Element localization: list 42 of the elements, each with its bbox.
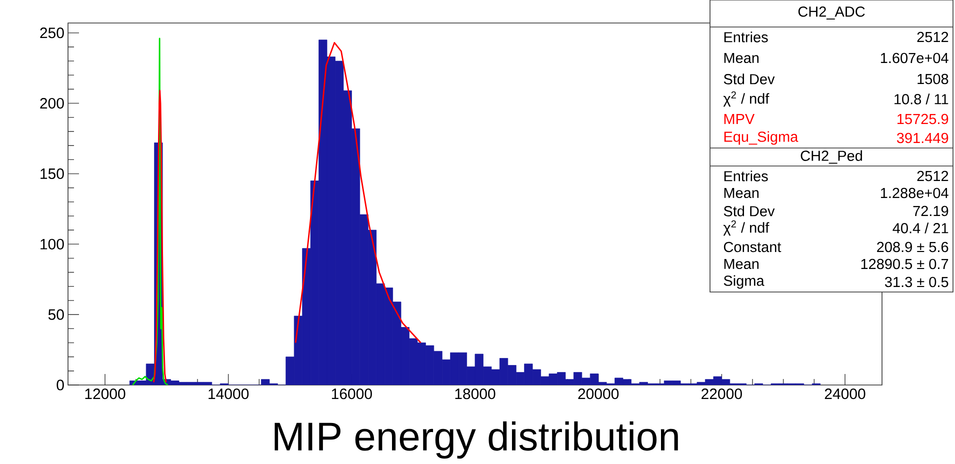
y-tick-label: 200 <box>40 98 64 109</box>
x-tick-label: 24000 <box>824 388 866 400</box>
x-tick-label: 14000 <box>208 388 249 400</box>
annotation: 208.9 ± 5.6 <box>877 242 948 252</box>
annotation: 12890.5 ± 0.7 <box>861 258 948 270</box>
text: CH2_ADC <box>798 6 865 20</box>
annotation: Entries <box>724 170 768 182</box>
text: MIP energy distribution <box>274 421 678 459</box>
text: 2512 <box>917 32 948 42</box>
text: 10.8 / 11 <box>894 94 948 104</box>
annotation: Mean <box>724 52 759 64</box>
annotation: Std Dev <box>724 206 775 216</box>
text: 391.449 <box>896 132 948 144</box>
annotation: χ$^{2}$ / ndf <box>723 220 770 236</box>
x-tick-label: 22000 <box>702 388 742 400</box>
y-tick-label: 150 <box>40 168 64 180</box>
y-tick-label: 100 <box>40 238 64 250</box>
annotation: Std Dev <box>724 74 775 84</box>
annotation: Equ_Sigma <box>724 131 798 145</box>
annotation: MPV <box>724 114 755 124</box>
annotation: Mean <box>724 188 759 198</box>
text: 2512 <box>917 170 948 182</box>
annotation: 1.288e+04 <box>880 188 948 198</box>
y-tick-label: 250 <box>40 28 64 38</box>
text: 72.19 <box>913 206 948 216</box>
text: 40.4 / 21 <box>892 222 948 234</box>
x-tick-label: 18000 <box>455 388 496 400</box>
annotation: χ$^{2}$ / ndf <box>723 91 770 107</box>
annotation: 1.607e+04 <box>880 52 948 64</box>
x-tick-label: 20000 <box>578 388 619 400</box>
annotation: Sigma <box>724 275 764 289</box>
text: 15725.9 <box>897 114 948 124</box>
annotation: Mean <box>724 258 759 270</box>
x-tick-label: 12000 <box>85 388 126 400</box>
text: 1508 <box>918 74 948 84</box>
text: 31.3 ± 0.5 <box>884 276 948 288</box>
annotation: CH2_Ped <box>800 150 862 164</box>
y-tick-label: 0 <box>56 380 64 390</box>
annotation: Entries <box>724 32 768 42</box>
x-tick-label: 16000 <box>332 388 372 400</box>
y-tick-label: 50 <box>48 309 64 320</box>
annotation: Constant <box>724 242 782 252</box>
